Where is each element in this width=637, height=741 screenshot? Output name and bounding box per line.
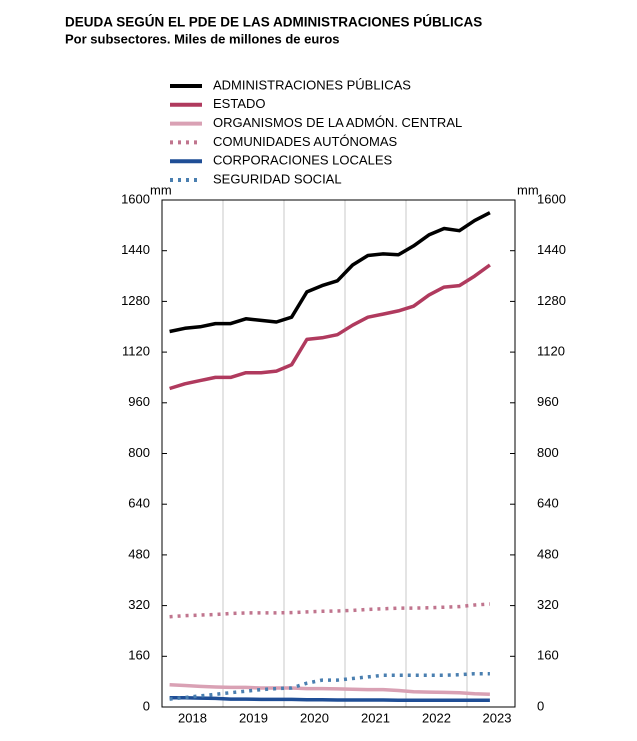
series-line (169, 683, 490, 697)
y-tick-label: 160 (128, 648, 150, 663)
series-line (169, 263, 491, 391)
series-line (169, 602, 491, 619)
y2-tick-label: 0 (537, 698, 544, 713)
series-line (169, 671, 490, 701)
x-tick-label: 2022 (422, 710, 451, 725)
y2-tick-label: 1120 (537, 344, 565, 359)
legend-label: ADMINISTRACIONES PÚBLICAS (213, 77, 411, 92)
y-tick-label: 1600 (121, 191, 150, 206)
legend-label: CORPORACIONES LOCALES (213, 153, 392, 168)
y2-tick-label: 800 (537, 445, 559, 460)
y-unit-right: mm (517, 182, 539, 197)
y2-tick-label: 960 (537, 394, 559, 409)
y2-tick-label: 480 (537, 546, 559, 561)
legend-label: ESTADO (213, 96, 266, 111)
legend-label: ORGANISMOS DE LA ADMÓN. CENTRAL (213, 115, 462, 130)
series-line (169, 696, 490, 703)
x-tick-label: 2020 (300, 710, 329, 725)
y2-tick-label: 1280 (537, 293, 566, 308)
y-tick-label: 960 (128, 394, 150, 409)
y-tick-label: 480 (128, 546, 150, 561)
y-tick-label: 1120 (122, 344, 150, 359)
legend-label: COMUNIDADES AUTÓNOMAS (213, 134, 398, 149)
y-tick-label: 320 (128, 597, 150, 612)
y2-tick-label: 320 (537, 597, 559, 612)
y-tick-label: 800 (128, 445, 150, 460)
legend-label: SEGURIDAD SOCIAL (213, 171, 342, 186)
x-tick-label: 2019 (239, 710, 268, 725)
y2-tick-label: 1440 (537, 242, 566, 257)
chart-title: DEUDA SEGÚN EL PDE DE LAS ADMINISTRACION… (65, 15, 482, 30)
series-line (169, 211, 491, 334)
y-tick-label: 640 (128, 496, 150, 511)
y-unit-left: mm (150, 182, 172, 197)
y-tick-label: 0 (143, 698, 150, 713)
y2-tick-label: 160 (537, 648, 559, 663)
y-tick-label: 1440 (121, 242, 150, 257)
x-tick-label: 2018 (178, 710, 207, 725)
y-tick-label: 1280 (121, 293, 150, 308)
y2-tick-label: 640 (537, 496, 559, 511)
x-tick-label: 2023 (483, 710, 512, 725)
chart-subtitle: Por subsectores. Miles de millones de eu… (65, 31, 340, 46)
y2-tick-label: 1600 (537, 191, 566, 206)
plot-frame (161, 199, 516, 708)
x-tick-label: 2021 (361, 710, 390, 725)
